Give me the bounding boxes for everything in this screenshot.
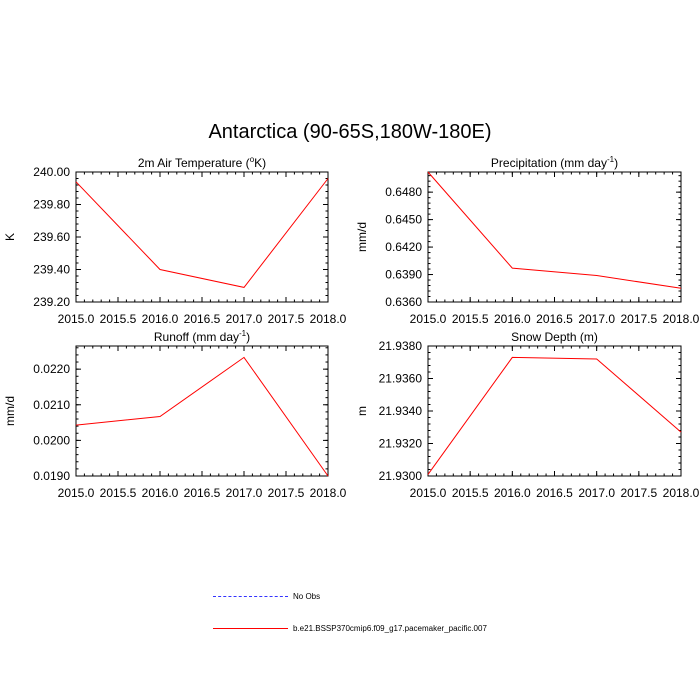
y-axis-label: K (3, 233, 17, 241)
x-tick-label: 2016.5 (536, 486, 573, 500)
plot-frame (75, 171, 329, 303)
legend-obs-swatch (213, 596, 288, 597)
panel-3: 2015.0 2015.5 2016.0 2016.5 2017.0 2017.5 2018… (3, 329, 347, 500)
x-tick-label: 2015.5 (100, 312, 137, 326)
y-tick-label: 21.9380 (379, 339, 423, 353)
y-tick-label: 239.40 (33, 263, 70, 277)
x-tick-label: 2017.5 (268, 312, 305, 326)
x-tick-label: 2016.5 (184, 486, 221, 500)
x-tick-label: 2016.0 (494, 312, 531, 326)
y-tick-label: 239.20 (33, 295, 70, 309)
series-line (75, 356, 329, 477)
y-tick-label: 0.6480 (385, 185, 422, 199)
x-tick-label: 2015.0 (58, 312, 95, 326)
x-tick-label: 2015.0 (410, 486, 447, 500)
panel-title: Runoff (mm day-1) (154, 329, 250, 344)
plot-frame (427, 345, 682, 477)
x-tick-label: 2017.5 (620, 312, 657, 326)
x-tick-label: 2015.0 (410, 312, 447, 326)
x-tick-label: 2016.0 (142, 486, 179, 500)
y-tick-label: 0.6360 (385, 295, 422, 309)
panel-title: Precipitation (mm day-1) (491, 155, 618, 170)
y-tick-label: 0.0190 (33, 469, 70, 483)
y-tick-label: 0.0220 (33, 362, 70, 376)
y-tick-label: 0.0200 (33, 433, 70, 447)
x-tick-label: 2016.5 (536, 312, 573, 326)
y-tick-label: 0.6420 (385, 240, 422, 254)
x-tick-label: 2016.0 (494, 486, 531, 500)
plot-frame (75, 345, 329, 477)
panel-1: 2015.0 2015.5 2016.0 2016.5 2017.0 2017.5 2018… (3, 155, 347, 326)
x-tick-label: 2015.5 (100, 486, 137, 500)
x-tick-label: 2017.0 (226, 312, 263, 326)
y-tick-label: 240.00 (33, 165, 70, 179)
series-line (427, 171, 682, 289)
figure-title: Antarctica (90-65S,180W-180E) (208, 121, 492, 143)
x-tick-label: 2017.0 (578, 486, 615, 500)
x-tick-label: 2018.0 (310, 312, 347, 326)
y-tick-label: 21.9360 (379, 372, 423, 386)
y-tick-label: 21.9300 (379, 469, 423, 483)
series-line (427, 356, 682, 475)
y-tick-label: 239.60 (33, 230, 70, 244)
x-tick-label: 2018.0 (663, 312, 700, 326)
panel-title: Snow Depth (m) (511, 330, 598, 344)
panel-title: 2m Air Temperature (oK) (138, 155, 266, 170)
x-tick-label: 2015.0 (58, 486, 95, 500)
y-axis-label: mm/d (355, 222, 369, 252)
y-tick-label: 239.80 (33, 198, 70, 212)
legend-model-swatch (213, 628, 288, 629)
y-tick-label: 0.0210 (33, 398, 70, 412)
x-tick-label: 2017.5 (620, 486, 657, 500)
x-tick-label: 2016.0 (142, 312, 179, 326)
x-tick-label: 2016.5 (184, 312, 221, 326)
x-tick-label: 2017.5 (268, 486, 305, 500)
panel-2: 2015.0 2015.5 2016.0 2016.5 2017.0 2017.5 2018… (355, 155, 700, 326)
y-tick-label: 21.9320 (379, 437, 423, 451)
plots-canvas: 2015.0 2015.5 2016.0 2016.5 2017.0 2017.5 2018… (3, 155, 700, 500)
x-tick-label: 2017.0 (226, 486, 263, 500)
y-axis-label: mm/d (3, 396, 17, 426)
x-tick-label: 2015.5 (452, 312, 489, 326)
x-tick-label: 2018.0 (663, 486, 700, 500)
y-tick-label: 21.9340 (379, 404, 423, 418)
panel-4: 2015.0 2015.5 2016.0 2016.5 2017.0 2017.5 2018… (355, 330, 700, 500)
y-tick-label: 0.6390 (385, 268, 422, 282)
y-axis-label: m (355, 406, 369, 416)
x-tick-label: 2015.5 (452, 486, 489, 500)
legend-obs-label: No Obs (293, 592, 321, 601)
legend-model-label: b.e21.BSSP370cmip6.f09_g17.pacemaker_pac… (293, 624, 487, 633)
x-tick-label: 2018.0 (310, 486, 347, 500)
series-line (75, 178, 329, 288)
x-tick-label: 2017.0 (578, 312, 615, 326)
y-tick-label: 0.6450 (385, 213, 422, 227)
